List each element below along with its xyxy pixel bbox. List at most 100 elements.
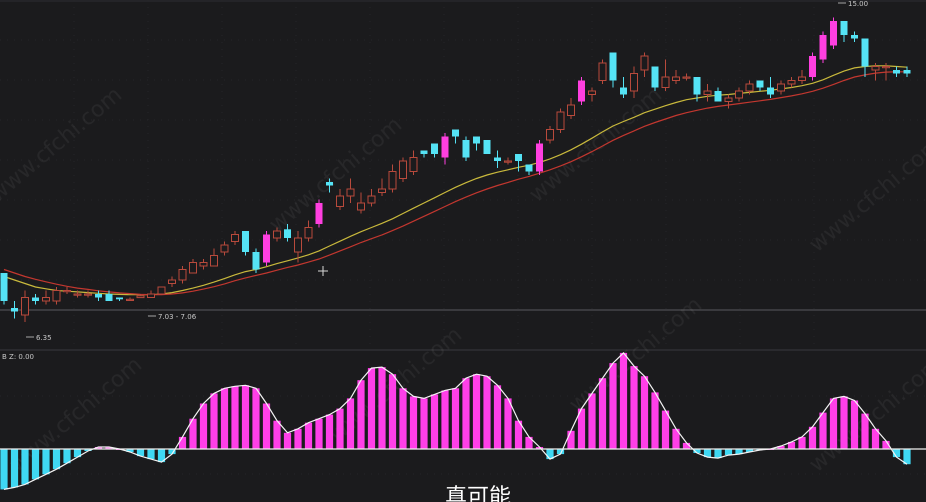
candle-body [556, 111, 565, 130]
candle-body [315, 203, 323, 224]
indicator-bar [745, 449, 754, 452]
candle [452, 129, 459, 144]
indicator-bar [136, 449, 145, 457]
candle [494, 150, 501, 168]
candle [178, 266, 187, 284]
candle-body [220, 244, 229, 253]
indicator-bar [850, 400, 859, 449]
range-label: 7.03 - 7.06 [158, 313, 197, 321]
candle [63, 287, 71, 294]
candle-body [578, 80, 585, 102]
indicator-bar [262, 403, 271, 449]
indicator-bar [346, 398, 355, 449]
candle-body [693, 77, 701, 95]
range-marker: 7.03 - 7.06 [148, 313, 197, 321]
candle [809, 52, 816, 81]
indicator-bar [661, 410, 670, 449]
indicator-bar [420, 398, 428, 449]
candle-body [588, 90, 596, 95]
candle-body [504, 160, 512, 163]
candle-body [851, 35, 858, 39]
candle [273, 227, 281, 242]
indicator-bar [315, 418, 323, 449]
indicator-bar [241, 385, 250, 449]
candle-body [294, 237, 302, 253]
candle [157, 286, 166, 295]
candle [483, 140, 491, 154]
candle-body [242, 231, 249, 252]
candle-body [84, 293, 92, 296]
candle [116, 297, 123, 301]
indicator-bar [903, 449, 911, 465]
candle-body [640, 55, 649, 71]
candle-body [11, 308, 18, 312]
candle [315, 199, 323, 228]
candle [210, 248, 218, 267]
candle-body [903, 70, 911, 74]
candle [95, 290, 102, 301]
candle [473, 136, 480, 151]
candle-body [682, 76, 691, 79]
candle-body [431, 143, 438, 154]
indicator-bar [367, 368, 376, 449]
candle-body [21, 297, 29, 316]
indicator-bar [273, 420, 281, 449]
indicator-bar [409, 396, 418, 449]
candle [578, 77, 585, 105]
indicator-bar [178, 436, 187, 449]
candle-body [452, 129, 459, 137]
indicator-bar [231, 386, 239, 449]
candle-body [525, 164, 533, 172]
candle-body [388, 171, 397, 190]
candle [735, 87, 743, 102]
indicator-bar [546, 449, 554, 460]
candle [882, 63, 890, 81]
candle [336, 189, 344, 210]
candle-body [263, 234, 270, 263]
indicator-bar [777, 446, 785, 449]
crosshair-cursor [318, 266, 328, 276]
candle-body [189, 262, 197, 274]
candle-body [546, 129, 554, 141]
candle-body [95, 294, 102, 298]
indicator-bar [388, 374, 397, 449]
candle-body [609, 52, 617, 81]
indicator-label: B Z: 0.00 [2, 353, 34, 361]
indicator-bar [808, 426, 817, 449]
indicator-bar [73, 449, 82, 458]
indicator-bar [588, 393, 596, 449]
candle [777, 80, 785, 95]
candle [84, 290, 92, 298]
candle-body [536, 143, 543, 172]
candle [252, 248, 260, 273]
candlesticks [0, 17, 911, 322]
candle [767, 77, 774, 98]
candle [32, 294, 39, 305]
candle-body [126, 298, 134, 301]
indicator-bar [10, 449, 19, 488]
candle-body [735, 90, 743, 99]
candle [504, 157, 512, 165]
candle-body [336, 195, 344, 207]
candle-body [809, 56, 816, 77]
indicator-bar [787, 441, 796, 449]
candle [556, 108, 565, 133]
candle-body [473, 136, 480, 144]
candle-body [483, 140, 491, 154]
candle-body [0, 273, 8, 301]
candle [724, 94, 733, 109]
indicator-bar [430, 394, 439, 449]
indicator-bar [105, 447, 113, 449]
candle-body [494, 157, 501, 161]
indicator-bar [0, 449, 8, 490]
candle [168, 276, 176, 287]
candle-body [116, 297, 123, 300]
candle-body [756, 80, 764, 88]
indicator-bar [609, 363, 617, 449]
candle [304, 220, 313, 242]
candle-body [63, 290, 71, 293]
candle [588, 87, 596, 102]
candle [263, 231, 270, 266]
indicator-bar [567, 430, 575, 449]
candle [147, 290, 155, 298]
